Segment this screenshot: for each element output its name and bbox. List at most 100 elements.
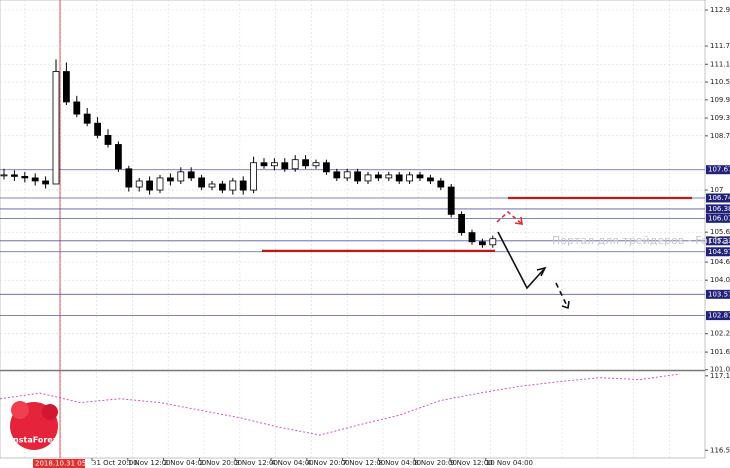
arrow-path (496, 210, 523, 225)
candle-body (208, 183, 216, 188)
candle-body (177, 171, 185, 182)
arrow-head (561, 300, 570, 310)
candle-body (364, 174, 372, 182)
candle-body (426, 177, 434, 182)
y-tick-label: 116.577 (710, 446, 730, 454)
y-tick-label: 117.125 (710, 372, 730, 380)
candle-body (270, 162, 278, 167)
candle-body (218, 183, 226, 191)
candle-body (260, 162, 268, 167)
candle-body (406, 174, 414, 182)
candle-body (198, 177, 206, 188)
candle-body (302, 159, 310, 167)
candle-body (416, 174, 424, 179)
x-tick-label: 2 Nov 20:00 (199, 459, 242, 467)
y-tick-label: 104.63 (710, 258, 730, 266)
x-tick-label: 2 Nov 04:00 (164, 459, 207, 467)
x-tick-label: 4 Nov 04:00 (271, 459, 314, 467)
plot-frame (0, 0, 706, 459)
level-label-bg (706, 213, 730, 223)
level-label: 106.38 (708, 205, 730, 213)
candle-body (478, 241, 486, 246)
watermark: Портал для трейдеров - ForTrader.org (552, 234, 730, 247)
y-tick-label: 110.555 (710, 78, 730, 86)
logo-splash (11, 401, 29, 419)
logo-text: InstaForex (10, 436, 59, 445)
crosshair-label: 2018.10.31 05:00 (35, 460, 97, 468)
logo: InstaForex (10, 401, 59, 450)
level-label: 106.74 (708, 194, 730, 202)
y-tick-label: 105.615 (710, 228, 730, 236)
candle-body (333, 171, 341, 179)
candle-body (489, 238, 497, 246)
candle-body (322, 162, 330, 173)
arrow-head (536, 266, 547, 277)
x-tick-label: 31 Oct 20:00 (92, 459, 138, 467)
candle-body (374, 174, 382, 179)
level-label-bg (706, 193, 730, 203)
candle-body (0, 174, 8, 177)
candle-body (115, 144, 122, 170)
candle-body (52, 71, 60, 185)
candle-body (42, 180, 49, 185)
logo-splash (42, 404, 58, 420)
level-label-bg (706, 236, 730, 246)
candle-body (354, 171, 362, 182)
crosshair-label-bg (33, 459, 85, 468)
candle-body (458, 213, 466, 234)
x-tick-label: 1 Nov 12:00 (128, 459, 171, 467)
level-label-bg (706, 289, 730, 299)
candle-body (63, 71, 70, 103)
x-tick-label: 4 Nov 20:00 (307, 459, 350, 467)
y-tick-label: 111.74 (710, 42, 730, 50)
candle-body (146, 180, 154, 191)
level-label: 102.87 (708, 312, 730, 320)
candle-body (125, 168, 133, 188)
y-tick-label: 101.67 (710, 348, 730, 356)
candle-body (83, 113, 91, 124)
candle-body (10, 174, 18, 177)
y-tick-label: 107 (710, 186, 723, 194)
forecast-arrows (496, 210, 570, 310)
y-tick-label: 109.97 (710, 96, 730, 104)
y-tick-label: 101.09 (710, 366, 730, 374)
arrow-path (555, 282, 569, 309)
y-tick-label: 102.275 (710, 330, 730, 338)
y-tick-label: 104.035 (710, 276, 730, 284)
candle-body (73, 101, 81, 115)
arrow-path (497, 231, 546, 290)
x-tick-label: 10 Nov 04:00 (486, 459, 533, 467)
level-label: 103.57 (708, 290, 730, 298)
y-tick-label: 112.925 (710, 6, 730, 14)
level-label: 106.07 (708, 214, 730, 222)
x-tick-label: 3 Nov 12:00 (235, 459, 278, 467)
candle-body (239, 180, 247, 191)
y-tick-label: 109.37 (710, 114, 730, 122)
candle-body (187, 171, 195, 179)
candle-body (312, 162, 320, 167)
candle-body (104, 134, 112, 145)
level-label: 104.97 (708, 248, 730, 256)
level-label-bg (706, 311, 730, 321)
y-tick-label: 108.785 (710, 132, 730, 140)
candle-body (166, 177, 174, 182)
level-label-bg (706, 204, 730, 214)
candle-body (135, 180, 143, 188)
level-label: 105.33 (708, 237, 730, 245)
level-label: 107.67 (708, 166, 730, 174)
candle-body (437, 180, 445, 188)
x-tick-label: 9 Nov 12:00 (450, 459, 493, 467)
indicator-line (0, 373, 681, 436)
candle-body (385, 174, 393, 179)
candle-body (447, 186, 455, 215)
candle-body (229, 180, 237, 191)
x-tick-label: 8 Nov 04:00 (378, 459, 421, 467)
candle-body (156, 177, 164, 191)
candle-body (291, 159, 299, 170)
candle-body (94, 122, 101, 136)
candle-body (250, 162, 258, 191)
level-label-bg (706, 247, 730, 257)
candle-body (31, 177, 39, 182)
y-tick-label: 111.14 (710, 60, 730, 68)
arrow-head (514, 216, 523, 225)
